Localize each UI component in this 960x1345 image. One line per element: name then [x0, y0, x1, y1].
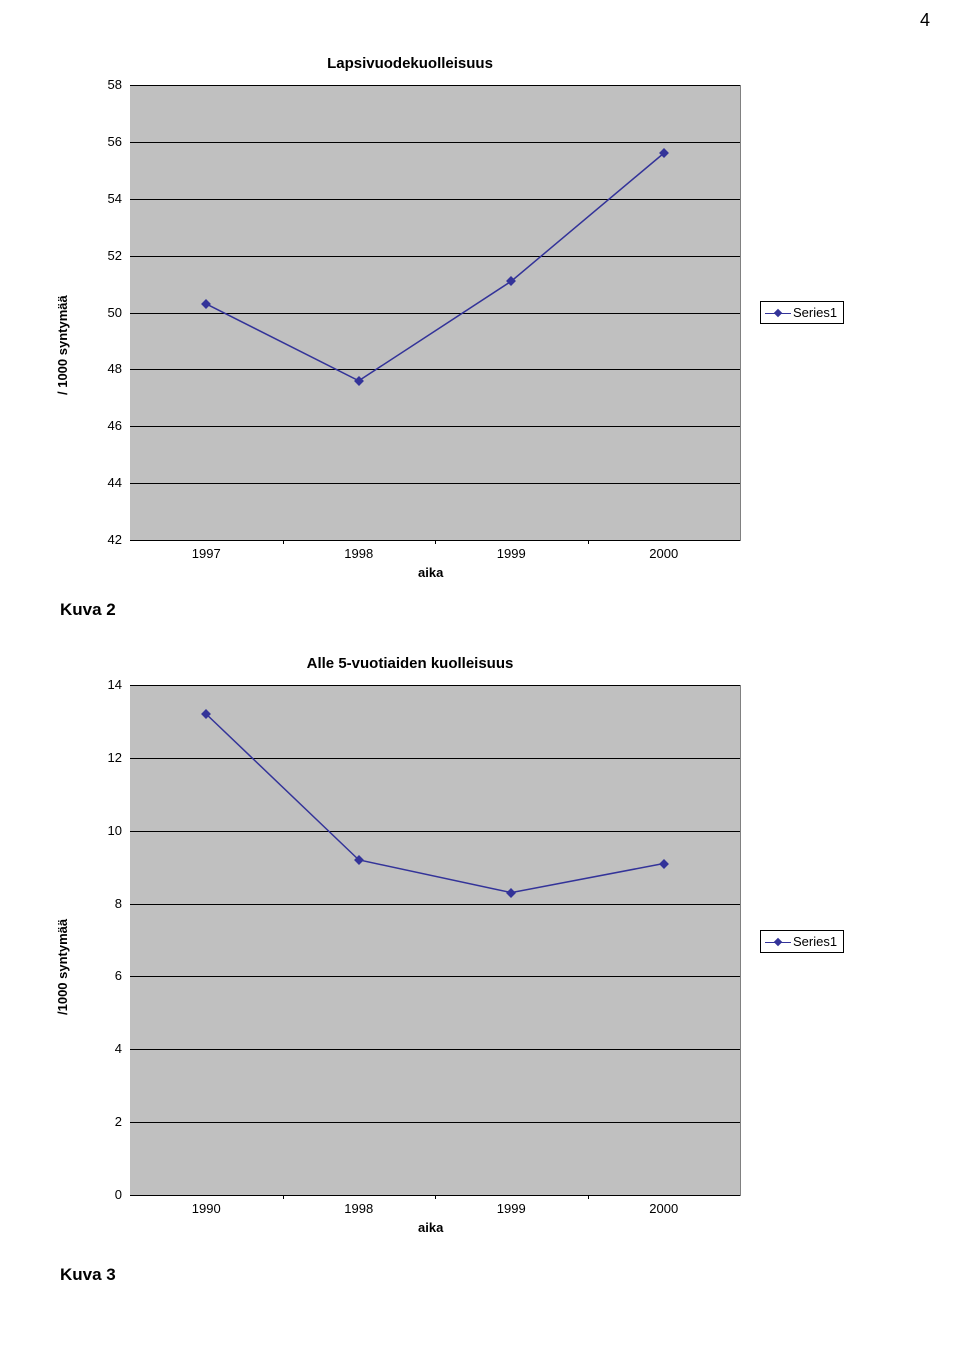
- x-tick-label: 1998: [334, 546, 384, 561]
- x-tick-label: 1998: [334, 1201, 384, 1216]
- data-marker: [506, 276, 516, 286]
- y-tick-label: 56: [86, 134, 122, 149]
- x-tick-label: 1999: [486, 1201, 536, 1216]
- x-tick-mark: [283, 540, 284, 544]
- kuva2-label: Kuva 2: [60, 600, 116, 620]
- chart2-legend-label: Series1: [793, 934, 837, 949]
- data-marker: [659, 148, 669, 158]
- chart2-legend-line: [765, 935, 791, 949]
- y-tick-label: 48: [86, 361, 122, 376]
- y-tick-label: 2: [86, 1114, 122, 1129]
- chart1-xlabel: aika: [418, 565, 443, 580]
- y-tick-label: 14: [86, 677, 122, 692]
- chart1-ylabel: / 1000 syntymää: [55, 295, 70, 395]
- chart1-plot: [130, 85, 741, 541]
- y-tick-label: 8: [86, 896, 122, 911]
- chart2-ylabel: /1000 syntymää: [55, 919, 70, 1015]
- chart1-legend-line: [765, 306, 791, 320]
- y-tick-label: 42: [86, 532, 122, 547]
- x-tick-mark: [588, 1195, 589, 1199]
- chart2-markers: [130, 685, 740, 1195]
- chart1-title: Lapsivuodekuolleisuus: [60, 55, 760, 72]
- y-tick-label: 52: [86, 248, 122, 263]
- y-tick-label: 50: [86, 305, 122, 320]
- y-tick-label: 4: [86, 1041, 122, 1056]
- data-marker: [201, 299, 211, 309]
- chart2-xlabel: aika: [418, 1220, 443, 1235]
- x-tick-label: 1990: [181, 1201, 231, 1216]
- x-tick-mark: [435, 540, 436, 544]
- y-tick-label: 44: [86, 475, 122, 490]
- x-tick-label: 2000: [639, 1201, 689, 1216]
- chart1-legend: Series1: [760, 301, 844, 324]
- chart2-plot: [130, 685, 741, 1196]
- chart1-legend-label: Series1: [793, 305, 837, 320]
- chart2: Alle 5-vuotiaiden kuolleisuus /1000 synt…: [60, 655, 900, 1245]
- chart1-markers: [130, 85, 740, 540]
- x-tick-label: 1999: [486, 546, 536, 561]
- y-tick-label: 0: [86, 1187, 122, 1202]
- y-tick-label: 54: [86, 191, 122, 206]
- y-tick-label: 6: [86, 968, 122, 983]
- chart2-legend: Series1: [760, 930, 844, 953]
- x-tick-label: 1997: [181, 546, 231, 561]
- y-tick-label: 10: [86, 823, 122, 838]
- chart1: Lapsivuodekuolleisuus / 1000 syntymää 42…: [60, 55, 900, 585]
- y-tick-label: 58: [86, 77, 122, 92]
- data-marker: [201, 709, 211, 719]
- y-tick-label: 46: [86, 418, 122, 433]
- data-marker: [354, 376, 364, 386]
- data-marker: [354, 855, 364, 865]
- x-tick-mark: [435, 1195, 436, 1199]
- x-tick-mark: [588, 540, 589, 544]
- kuva3-label: Kuva 3: [60, 1265, 116, 1285]
- page-number: 4: [920, 10, 930, 31]
- page: 4 Lapsivuodekuolleisuus / 1000 syntymää …: [0, 0, 960, 1345]
- x-tick-label: 2000: [639, 546, 689, 561]
- chart2-title: Alle 5-vuotiaiden kuolleisuus: [60, 655, 760, 672]
- data-marker: [506, 888, 516, 898]
- data-marker: [659, 859, 669, 869]
- x-tick-mark: [283, 1195, 284, 1199]
- y-tick-label: 12: [86, 750, 122, 765]
